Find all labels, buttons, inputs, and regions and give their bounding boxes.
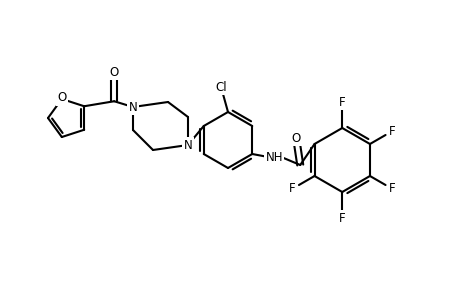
Text: O: O: [57, 92, 66, 104]
Text: F: F: [388, 124, 395, 137]
Text: O: O: [291, 131, 300, 145]
Text: NH: NH: [265, 151, 282, 164]
Text: F: F: [338, 212, 345, 224]
Text: O: O: [109, 66, 118, 79]
Text: N: N: [129, 100, 137, 113]
Text: N: N: [183, 139, 192, 152]
Text: Cl: Cl: [215, 80, 226, 94]
Text: F: F: [338, 95, 345, 109]
Text: F: F: [288, 182, 295, 196]
Text: F: F: [388, 182, 395, 196]
